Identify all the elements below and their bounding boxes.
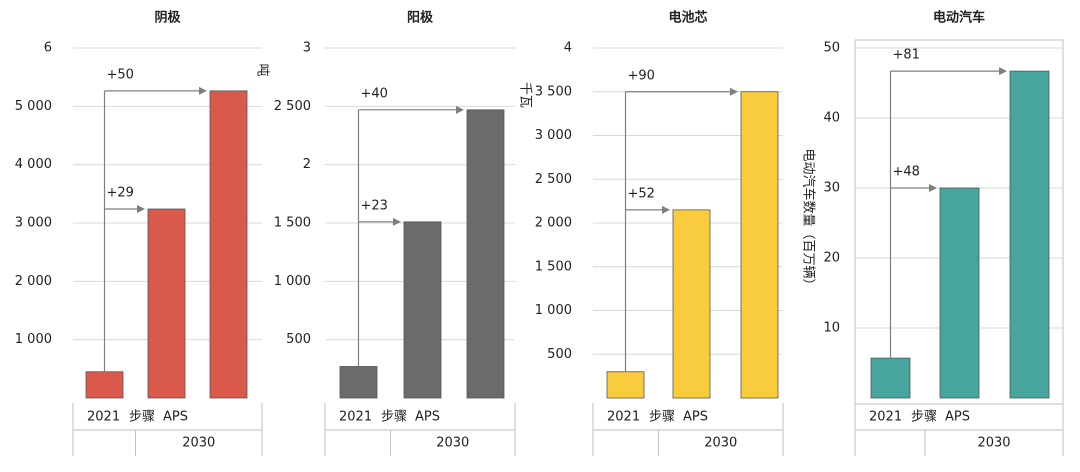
chart-title: 阳极 [407,10,434,26]
arrow-head [999,67,1007,76]
arrow-head [199,86,207,95]
arrow-head [137,205,145,213]
x-tick-label: 2021 [869,410,902,425]
x-tick-label: APS [945,410,970,425]
y-tick-label: 1 500 [274,216,311,231]
group-label: 2030 [436,436,469,451]
y-tick-label: 3 000 [535,128,572,143]
x-tick-label: APS [683,410,708,425]
y-tick-label: 3 500 [535,84,572,99]
chart-title: 电动汽车 [933,10,985,26]
bar [403,221,442,399]
y-axis-label: 电动汽车数量（百万辆） [801,148,817,291]
bar [1009,70,1050,399]
arrow-head [662,205,670,214]
y-tick-label: 500 [286,332,311,347]
y-tick-label: 50 [823,41,840,56]
y-tick-label: 40 [823,111,840,126]
y-tick-label: 2 500 [535,172,572,187]
group-label: 2030 [704,436,737,451]
y-tick-label: 1 500 [535,259,572,274]
y-tick-label: 4 000 [15,157,52,172]
bar [209,90,248,399]
x-tick-label: 步骤 [649,410,675,425]
bar [147,208,186,399]
bar [740,91,779,399]
y-tick-label: 1 000 [535,303,572,318]
arrow-head [929,184,937,192]
y-tick-label: 6 [44,41,52,56]
y-tick-label: 2 000 [535,216,572,231]
x-tick-label: APS [163,410,188,425]
x-tick-label: APS [415,410,440,425]
annotation-label: +40 [361,86,388,101]
arrow-head [730,87,738,96]
bar [606,371,645,399]
annotation-label: +81 [893,48,920,63]
y-tick-label: 1 000 [15,332,52,347]
bar [85,371,124,399]
annotation-label: +23 [361,198,388,213]
annotation-label: +50 [107,67,134,82]
annotation-label: +90 [628,68,655,83]
x-tick-label: 2021 [607,410,640,425]
x-tick-label: 步骤 [911,410,937,425]
arrow-head [393,217,401,226]
bar [672,209,711,399]
annotation-label: +52 [628,186,655,201]
x-tick-label: 2021 [87,410,120,425]
group-label: 2030 [182,436,215,451]
annotation-label: +48 [893,165,920,180]
bar [939,187,980,399]
y-tick-label: 5 000 [15,99,52,114]
x-tick-label: 步骤 [129,410,155,425]
chart-title: 阴极 [154,10,181,26]
y-tick-label: 20 [823,251,840,266]
y-tick-label: 10 [823,321,840,336]
y-tick-label: 1 000 [274,274,311,289]
y-axis-label: 千瓦 [518,82,533,108]
y-tick-label: 500 [547,347,572,362]
y-tick-label: 2 [303,157,311,172]
y-tick-label: 3 [303,41,311,56]
x-tick-label: 2021 [339,410,372,425]
x-tick-label: 步骤 [381,410,407,425]
y-axis-label: 吨 [255,63,270,76]
arrow-head [456,105,464,114]
bar [466,109,505,399]
chart-title: 电池芯 [668,10,707,26]
y-tick-label: 2 000 [15,274,52,289]
group-label: 2030 [977,436,1010,451]
plot-frame [854,39,1064,405]
annotation-label: +29 [107,186,134,201]
bar [339,366,378,399]
y-tick-label: 2 500 [274,99,311,114]
bar [870,357,911,399]
y-tick-label: 3 000 [15,216,52,231]
y-tick-label: 30 [823,181,840,196]
y-tick-label: 4 [564,41,572,56]
